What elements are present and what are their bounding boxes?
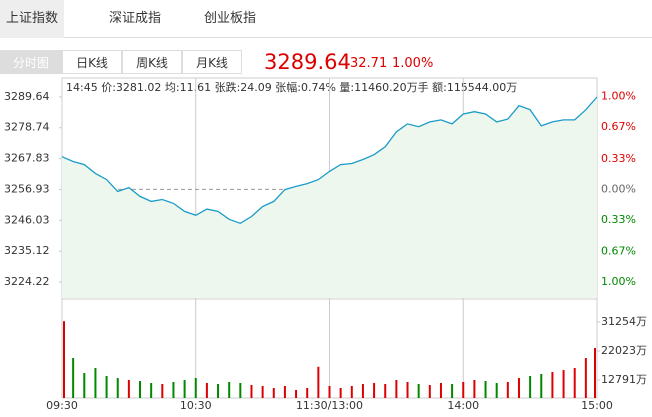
volume-tick-label: 12791万	[601, 373, 647, 386]
volume-bar	[594, 348, 596, 398]
volume-bar	[451, 384, 454, 398]
volume-bar	[428, 385, 431, 398]
volume-bar	[194, 378, 197, 398]
volume-bar	[328, 386, 331, 398]
volume-bar	[161, 384, 164, 398]
volume-tick-label: 31254万	[601, 315, 647, 328]
tab[interactable]: 上证指数	[0, 0, 64, 38]
volume-tick-label: 22023万	[601, 344, 647, 357]
y2-tick-label: 0.67%	[601, 120, 636, 133]
volume-bar	[373, 383, 376, 398]
volume-bar	[551, 372, 554, 398]
volume-bar	[172, 382, 175, 398]
y2-tick-label: 0.33%	[601, 213, 636, 226]
volume-bar	[239, 383, 242, 398]
volume-bar	[205, 383, 208, 398]
tab[interactable]: 深证成指	[108, 11, 161, 26]
volume-bar	[83, 373, 86, 398]
volume-bar	[529, 376, 532, 398]
y-tick-label: 3278.74	[4, 121, 50, 134]
volume-bar	[462, 382, 465, 398]
tab-bar	[0, 0, 652, 38]
view-button[interactable]: 日K线	[62, 50, 122, 74]
volume-bar	[439, 383, 442, 398]
y-tick-label: 3256.93	[4, 182, 50, 195]
quote-change: 32.71	[350, 56, 388, 71]
quote-percent: 1.00%	[392, 56, 434, 71]
y2-tick-label: 1.00%	[601, 90, 636, 103]
volume-bar	[584, 358, 587, 398]
volume-bar	[306, 388, 309, 398]
volume-bar	[384, 384, 387, 398]
volume-bar	[517, 378, 520, 398]
view-button[interactable]: 月K线	[182, 50, 242, 74]
volume-bar	[395, 380, 398, 398]
volume-bar	[495, 383, 498, 398]
quote-price: 3289.64	[264, 50, 351, 74]
volume-bar	[139, 381, 142, 398]
x-tick-label: 10:30	[180, 399, 212, 412]
y-tick-label: 3224.22	[4, 275, 50, 288]
plot-frame	[61, 77, 598, 399]
volume-bar	[317, 366, 320, 398]
view-button[interactable]: 周K线	[122, 50, 182, 74]
volume-bar	[361, 384, 364, 398]
x-tick-label: 14:00	[447, 399, 479, 412]
volume-bar	[417, 384, 420, 398]
volume-bar	[272, 388, 275, 398]
volume-bar	[540, 374, 543, 398]
price-area	[62, 97, 597, 298]
volume-bar	[183, 380, 186, 398]
y2-tick-label: 0.00%	[601, 182, 636, 195]
y2-tick-label: 0.67%	[601, 245, 636, 258]
y-tick-label: 3267.83	[4, 152, 50, 165]
volume-bar	[261, 386, 264, 398]
y-tick-label: 3289.64	[4, 90, 50, 103]
volume-bar	[473, 380, 476, 398]
volume-bar	[573, 368, 576, 398]
y-tick-label: 3246.03	[4, 213, 50, 226]
volume-bar	[406, 382, 409, 398]
tab[interactable]: 创业板指	[203, 11, 256, 26]
volume-bar	[105, 376, 108, 398]
y2-tick-label: 1.00%	[601, 275, 636, 288]
x-tick-label: 11:30/13:00	[296, 399, 363, 412]
x-tick-label: 09:30	[46, 399, 78, 412]
volume-bar	[484, 381, 487, 398]
y-tick-label: 3235.12	[4, 244, 50, 257]
volume-bar	[72, 358, 75, 398]
volume-bar	[127, 380, 130, 398]
volume-bar	[250, 385, 253, 398]
volume-bar	[116, 378, 119, 398]
volume-bar	[94, 368, 97, 398]
volume-bar	[562, 370, 565, 398]
volume-bar	[217, 384, 220, 398]
info-line: 14:45 价:3281.02 均:11.61 张跌:24.09 张幅:0.74…	[66, 80, 517, 94]
price-line	[61, 96, 598, 225]
volume-bar	[339, 388, 342, 398]
volume-bar	[283, 386, 286, 398]
volume-bar	[63, 321, 65, 398]
volume-bar	[150, 383, 153, 398]
volume-bar	[228, 382, 231, 398]
volume-bar	[506, 382, 509, 398]
x-tick-label: 15:00	[581, 399, 613, 412]
volume-bar	[295, 390, 298, 398]
view-button[interactable]: 分时图	[0, 50, 62, 74]
y2-tick-label: 0.33%	[601, 152, 636, 165]
volume-bar	[350, 386, 353, 398]
